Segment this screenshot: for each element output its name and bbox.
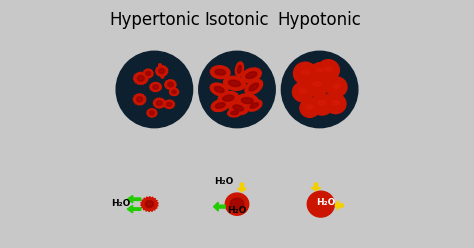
Polygon shape: [127, 205, 141, 213]
Ellipse shape: [326, 77, 347, 97]
Polygon shape: [155, 65, 168, 76]
Ellipse shape: [250, 103, 258, 108]
Ellipse shape: [237, 65, 241, 73]
Polygon shape: [170, 88, 179, 96]
Ellipse shape: [332, 101, 339, 105]
Ellipse shape: [211, 99, 229, 111]
Ellipse shape: [246, 100, 262, 111]
Polygon shape: [134, 72, 148, 85]
Polygon shape: [311, 183, 321, 190]
Ellipse shape: [245, 79, 263, 94]
Ellipse shape: [215, 69, 226, 75]
Polygon shape: [143, 69, 153, 78]
Ellipse shape: [292, 82, 313, 102]
Ellipse shape: [301, 70, 310, 75]
Ellipse shape: [307, 191, 335, 217]
Ellipse shape: [210, 66, 230, 79]
Ellipse shape: [324, 67, 332, 71]
Text: Hypotonic: Hypotonic: [278, 11, 362, 29]
Ellipse shape: [306, 74, 328, 96]
Ellipse shape: [317, 60, 339, 81]
Polygon shape: [149, 111, 155, 115]
Ellipse shape: [249, 83, 258, 91]
Polygon shape: [154, 98, 165, 108]
Polygon shape: [141, 197, 158, 212]
Circle shape: [282, 51, 358, 128]
Text: H₂O: H₂O: [214, 178, 233, 186]
Polygon shape: [153, 85, 158, 89]
Ellipse shape: [299, 89, 307, 93]
Ellipse shape: [293, 62, 317, 85]
Text: Isotonic: Isotonic: [205, 11, 269, 29]
Polygon shape: [133, 94, 146, 105]
Ellipse shape: [317, 68, 323, 72]
Ellipse shape: [224, 76, 246, 90]
Polygon shape: [172, 90, 176, 94]
Ellipse shape: [228, 80, 241, 87]
Ellipse shape: [233, 105, 244, 111]
Polygon shape: [159, 68, 165, 74]
Polygon shape: [214, 202, 225, 211]
Polygon shape: [237, 183, 246, 192]
Polygon shape: [145, 200, 154, 208]
Polygon shape: [156, 100, 162, 106]
Ellipse shape: [228, 109, 241, 117]
Ellipse shape: [214, 86, 224, 93]
Text: H₂O: H₂O: [227, 206, 246, 215]
Polygon shape: [150, 82, 161, 92]
Ellipse shape: [241, 68, 261, 82]
Ellipse shape: [333, 84, 340, 88]
Ellipse shape: [325, 94, 346, 114]
Polygon shape: [166, 102, 172, 106]
Text: H₂O: H₂O: [110, 199, 130, 208]
Polygon shape: [168, 82, 173, 87]
Text: H₂O: H₂O: [317, 198, 336, 207]
Ellipse shape: [215, 103, 225, 108]
Ellipse shape: [225, 193, 249, 215]
Polygon shape: [137, 96, 143, 102]
Ellipse shape: [311, 63, 328, 79]
Ellipse shape: [231, 111, 238, 115]
Circle shape: [199, 51, 275, 128]
Circle shape: [116, 51, 192, 128]
Ellipse shape: [313, 82, 321, 86]
Ellipse shape: [246, 72, 257, 79]
Text: Hypertonic: Hypertonic: [109, 11, 200, 29]
Ellipse shape: [237, 94, 258, 107]
Polygon shape: [137, 75, 145, 82]
Ellipse shape: [300, 99, 319, 117]
Polygon shape: [147, 109, 157, 117]
Ellipse shape: [306, 105, 313, 109]
Polygon shape: [127, 195, 141, 203]
Polygon shape: [165, 80, 176, 90]
Ellipse shape: [210, 83, 228, 96]
Ellipse shape: [236, 62, 244, 77]
Ellipse shape: [223, 95, 234, 101]
Ellipse shape: [241, 97, 253, 104]
Polygon shape: [335, 201, 343, 210]
Ellipse shape: [228, 101, 248, 114]
Ellipse shape: [318, 101, 326, 105]
Ellipse shape: [230, 198, 244, 210]
Polygon shape: [164, 100, 174, 109]
Ellipse shape: [218, 92, 238, 105]
Polygon shape: [146, 71, 151, 76]
Ellipse shape: [311, 93, 333, 115]
